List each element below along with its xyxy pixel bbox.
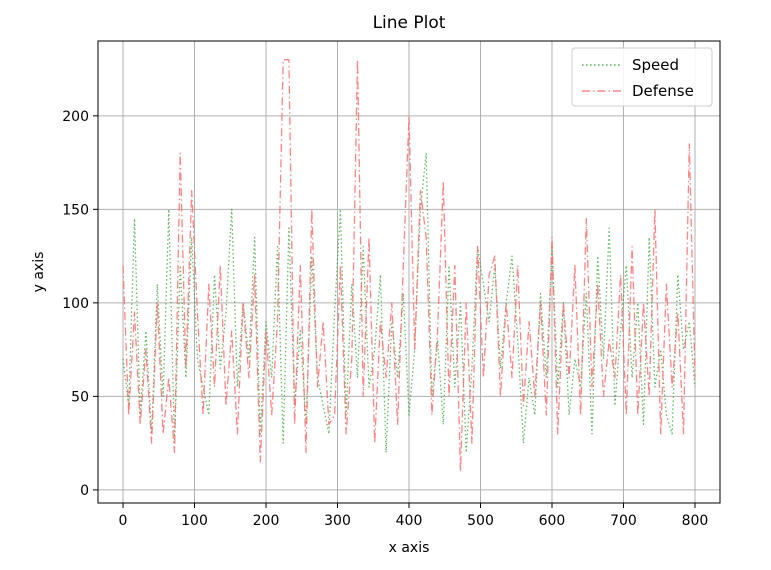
chart-title: Line Plot — [373, 13, 446, 33]
grid-layer — [98, 41, 720, 503]
x-tick-label: 300 — [324, 513, 351, 529]
y-tick-label: 100 — [62, 296, 89, 312]
x-tick-label: 600 — [539, 513, 566, 529]
legend-label-speed: Speed — [632, 56, 679, 74]
x-tick-label: 700 — [610, 513, 637, 529]
x-tick-label: 200 — [253, 513, 280, 529]
series-layer — [122, 59, 696, 472]
x-tick-label: 0 — [119, 513, 128, 529]
x-tick-label: 800 — [682, 513, 709, 529]
y-axis-title: y axis — [31, 252, 47, 293]
ticks-layer: 0 100 200 300 400 500 600 700 800 0 50 100 150 200 — [62, 109, 708, 529]
y-tick-label: 150 — [62, 202, 89, 218]
series-line-speed — [122, 152, 696, 454]
y-tick-label: 0 — [80, 483, 89, 499]
y-tick-label: 200 — [62, 109, 89, 125]
legend: Speed Defense — [571, 47, 713, 107]
x-tick-label: 100 — [181, 513, 208, 529]
x-tick-label: 500 — [467, 513, 494, 529]
x-tick-label: 400 — [396, 513, 423, 529]
series-line-defense — [122, 59, 696, 472]
legend-box — [571, 47, 713, 107]
y-tick-label: 50 — [71, 389, 89, 405]
legend-label-defense: Defense — [632, 82, 694, 100]
x-axis-title: x axis — [389, 540, 430, 556]
